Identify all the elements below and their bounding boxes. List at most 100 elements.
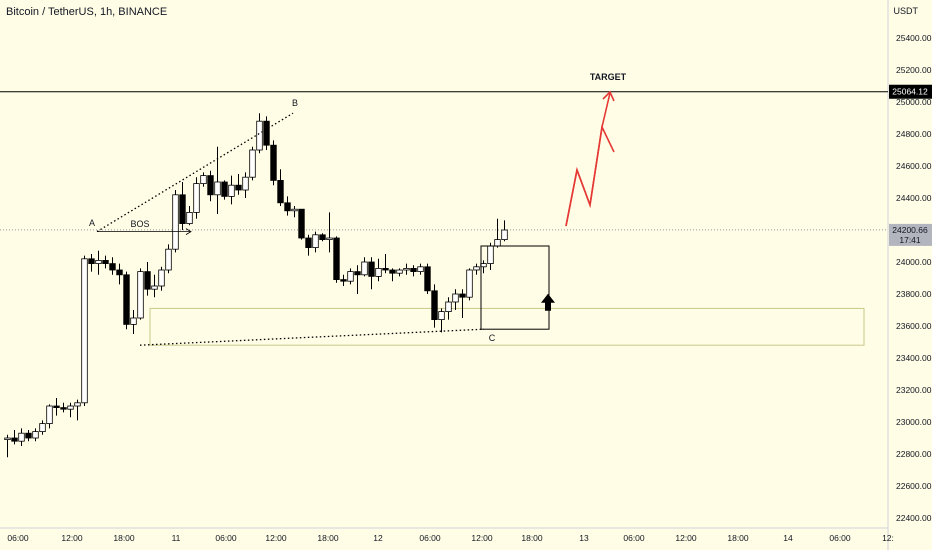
y-tick-label: 25200.00 <box>896 65 932 75</box>
target-price-label: 25064.12 <box>892 87 928 97</box>
candle-bullish <box>193 183 200 213</box>
current-price-label: 24200.66 <box>892 225 928 235</box>
candle-bearish <box>284 202 291 212</box>
candle-bearish <box>60 407 67 410</box>
candle-bearish <box>389 269 396 274</box>
y-tick-label: 22800.00 <box>896 449 932 459</box>
candle-bullish <box>396 269 403 274</box>
candle-bullish <box>67 405 74 410</box>
annotation-b: B <box>292 98 298 108</box>
trendline-low-c <box>139 328 485 346</box>
support-zone <box>149 307 865 346</box>
candle-bullish <box>403 267 410 271</box>
candle-bullish <box>18 432 25 442</box>
candle-bearish <box>424 266 431 292</box>
candle-bearish <box>263 120 270 146</box>
candle-bearish <box>88 258 95 264</box>
x-tick-label: 18:00 <box>317 533 339 543</box>
candle-bearish <box>354 271 361 276</box>
candle-bullish <box>312 234 319 249</box>
annotation-bos: BOS <box>130 219 149 229</box>
candle-bullish <box>165 248 172 271</box>
candle-bearish <box>102 259 109 264</box>
candle-bullish <box>81 258 88 404</box>
x-tick-label: 18:00 <box>727 533 749 543</box>
y-tick-label: 22400.00 <box>896 513 932 523</box>
candle-bearish <box>25 432 32 439</box>
candle-bearish <box>431 290 438 320</box>
x-tick-label: 06:00 <box>7 533 29 543</box>
candle-bearish <box>410 267 417 272</box>
candle-bearish <box>340 279 347 282</box>
candle-bearish <box>109 263 116 271</box>
candle-bullish <box>438 311 445 321</box>
x-tick-label: 14 <box>783 533 793 543</box>
annotation-a: A <box>89 218 95 228</box>
candle-bullish <box>487 245 494 265</box>
candle-bullish <box>375 267 382 277</box>
x-tick-label: 18:00 <box>521 533 543 543</box>
candle-bullish <box>186 211 193 224</box>
candle-bullish <box>361 261 368 276</box>
target-price-tag <box>889 84 932 99</box>
candle-bullish <box>32 431 39 439</box>
candle-bullish <box>4 437 11 441</box>
candle-bullish <box>249 149 256 178</box>
candle-bullish <box>158 269 165 287</box>
candle-bullish <box>501 229 508 240</box>
x-tick-label: 06:00 <box>829 533 851 543</box>
candle-bearish <box>333 237 340 280</box>
candle-bearish <box>459 293 466 298</box>
y-tick-label: 24000.00 <box>896 257 932 267</box>
candle-bullish <box>200 175 207 185</box>
candle-bullish <box>326 237 333 240</box>
candle-bullish <box>172 194 179 250</box>
x-tick-label: 12:00 <box>675 533 697 543</box>
current-price-tag <box>889 223 932 246</box>
x-tick-label: 12: <box>882 533 894 543</box>
breakout-box <box>480 245 550 330</box>
projection-path-up <box>565 92 611 227</box>
candle-bearish <box>179 194 186 225</box>
candle-bearish <box>11 437 18 442</box>
candle-bearish <box>382 267 389 271</box>
x-tick-label: 06:00 <box>419 533 441 543</box>
candle-bullish <box>452 293 459 303</box>
candle-bullish <box>473 266 480 271</box>
x-tick-label: 11 <box>172 533 181 543</box>
bos-arrowhead <box>185 228 192 235</box>
candle-bullish <box>137 271 144 319</box>
y-tick-label: 23400.00 <box>896 353 932 363</box>
candle-bearish <box>277 179 284 204</box>
candle-bearish <box>368 261 375 277</box>
candle-bearish <box>144 271 151 290</box>
currency-label: USDT <box>893 6 919 16</box>
x-tick-label: 12:00 <box>61 533 83 543</box>
candle-bullish <box>445 301 452 313</box>
candle-bullish <box>480 263 487 268</box>
candle-bearish <box>270 144 277 181</box>
y-tick-label: 23000.00 <box>896 417 932 427</box>
candle-bullish <box>46 405 53 425</box>
candle-bearish <box>305 237 312 249</box>
annotation-target: TARGET <box>590 72 627 82</box>
x-tick-label: 06:00 <box>215 533 237 543</box>
y-tick-label: 25000.00 <box>896 97 932 107</box>
chart-title: Bitcoin / TetherUS, 1h, BINANCE <box>6 6 168 18</box>
x-tick-label: 12:00 <box>471 533 493 543</box>
y-tick-label: 23800.00 <box>896 289 932 299</box>
candle-bullish <box>130 317 137 325</box>
x-tick-label: 12:00 <box>265 533 287 543</box>
candle-bullish <box>214 181 221 196</box>
x-tick-label: 13 <box>579 533 589 543</box>
countdown-label: 17:41 <box>899 235 921 245</box>
candle-bearish <box>319 234 326 241</box>
candle-bullish <box>291 208 298 212</box>
candle-bearish <box>53 405 60 409</box>
projection-path <box>565 124 615 227</box>
candle-bullish <box>494 239 501 247</box>
candle-bearish <box>207 175 214 196</box>
candle-bullish <box>347 271 354 282</box>
